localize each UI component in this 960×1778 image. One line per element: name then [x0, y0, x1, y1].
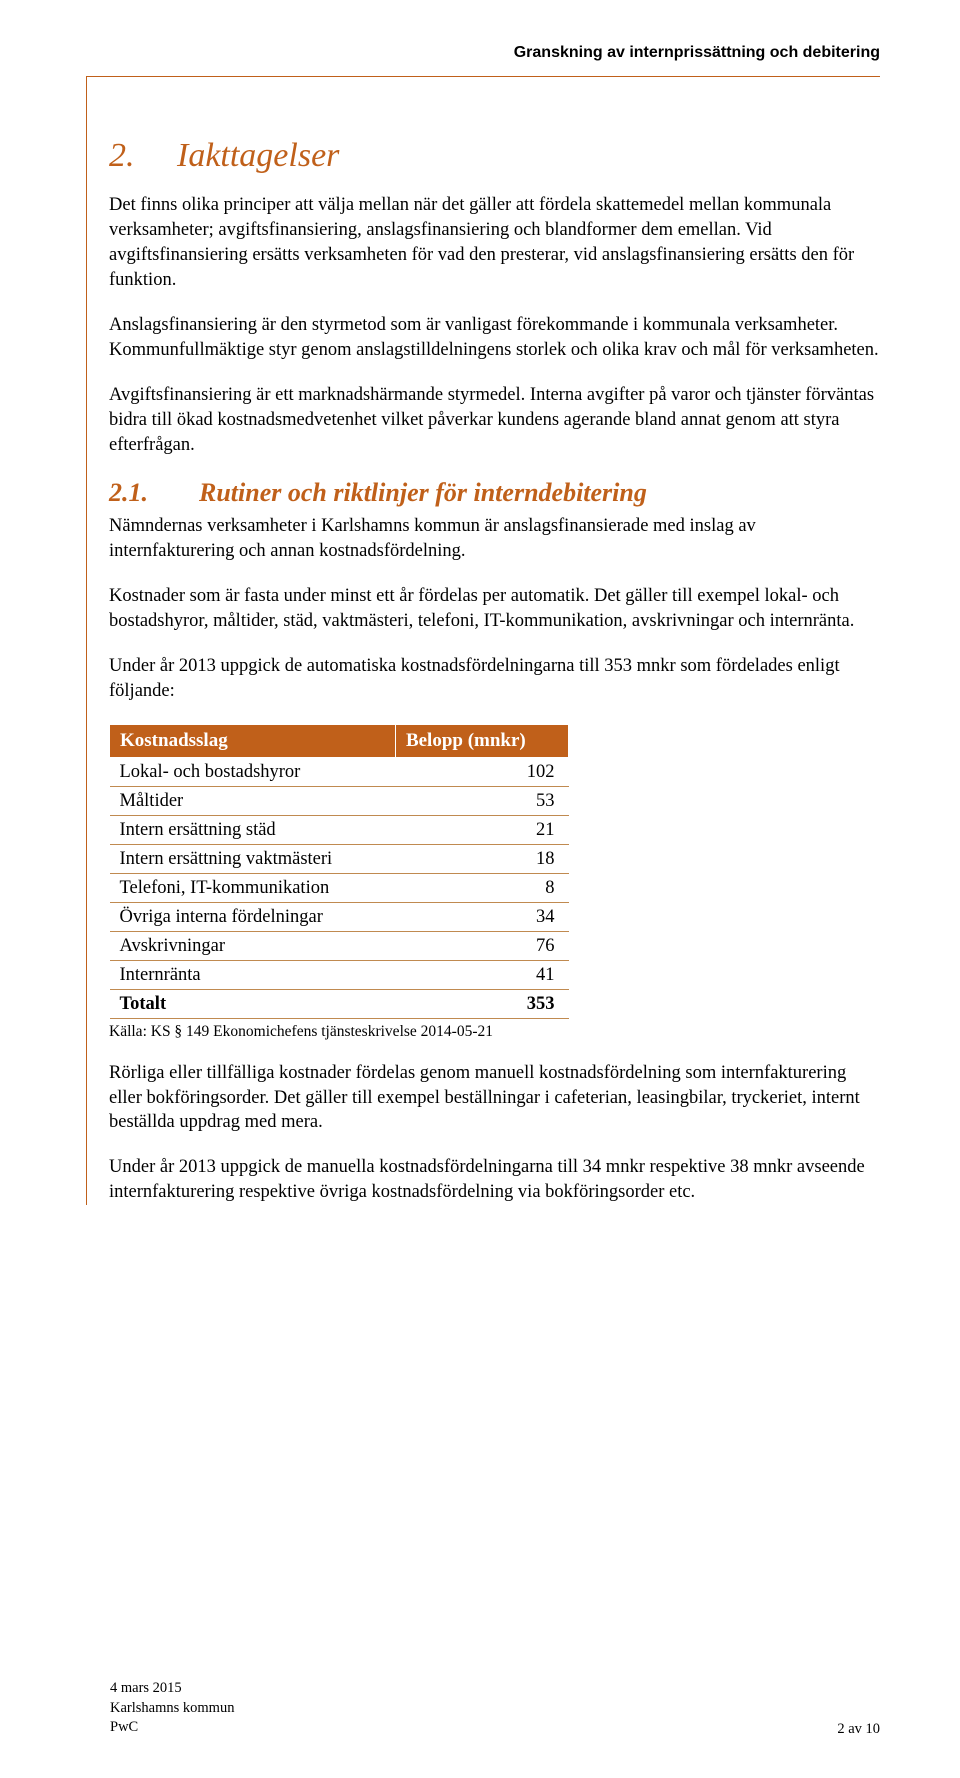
- section-heading: 2. Iakttagelser: [109, 137, 880, 175]
- table-header-cell: Belopp (mnkr): [395, 724, 568, 757]
- footer-left: 4 mars 2015 Karlshamns kommun PwC: [110, 1679, 234, 1738]
- page-footer: 4 mars 2015 Karlshamns kommun PwC 2 av 1…: [110, 1679, 880, 1738]
- body-paragraph: Under år 2013 uppgick de manuella kostna…: [109, 1155, 880, 1205]
- table-cell-value: 18: [395, 844, 568, 873]
- body-paragraph: Avgiftsfinansiering är ett marknadshärma…: [109, 383, 880, 458]
- table-row: Internränta41: [110, 960, 569, 989]
- table-cell-label: Avskrivningar: [110, 931, 396, 960]
- table-cell-value: 34: [395, 902, 568, 931]
- subsection-title: Rutiner och riktlinjer för interndebiter…: [199, 478, 647, 507]
- table-cell-value: 102: [395, 757, 568, 786]
- table-source: Källa: KS § 149 Ekonomichefens tjänstesk…: [109, 1023, 880, 1041]
- table-header-row: Kostnadsslag Belopp (mnkr): [110, 724, 569, 757]
- table-cell-label: Måltider: [110, 786, 396, 815]
- table-cell-label: Internränta: [110, 960, 396, 989]
- body-paragraph: Nämndernas verksamheter i Karlshamns kom…: [109, 514, 880, 564]
- table-cell-value: 41: [395, 960, 568, 989]
- footer-municipality: Karlshamns kommun: [110, 1699, 234, 1719]
- table-row: Måltider53: [110, 786, 569, 815]
- table-cell-label: Övriga interna fördelningar: [110, 902, 396, 931]
- body-paragraph: Under år 2013 uppgick de automatiska kos…: [109, 654, 880, 704]
- table-cell-label: Intern ersättning vaktmästeri: [110, 844, 396, 873]
- table-cell-label: Telefoni, IT-kommunikation: [110, 873, 396, 902]
- table-total-label: Totalt: [110, 989, 396, 1018]
- footer-page-number: 2 av 10: [837, 1721, 880, 1738]
- cost-table-wrap: Kostnadsslag Belopp (mnkr) Lokal- och bo…: [109, 724, 880, 1019]
- table-cell-value: 21: [395, 815, 568, 844]
- body-paragraph: Kostnader som är fasta under minst ett å…: [109, 584, 880, 634]
- footer-date: 4 mars 2015: [110, 1679, 234, 1699]
- table-header-cell: Kostnadsslag: [110, 724, 396, 757]
- section-title: Iakttagelser: [177, 137, 339, 174]
- table-row: Lokal- och bostadshyror102: [110, 757, 569, 786]
- table-row: Övriga interna fördelningar34: [110, 902, 569, 931]
- content-frame: 2. Iakttagelser Det finns olika principe…: [86, 76, 880, 1205]
- footer-firm: PwC: [110, 1718, 234, 1738]
- subsection-heading: 2.1.Rutiner och riktlinjer för interndeb…: [109, 478, 880, 508]
- table-total-value: 353: [395, 989, 568, 1018]
- table-cell-label: Lokal- och bostadshyror: [110, 757, 396, 786]
- cost-table: Kostnadsslag Belopp (mnkr) Lokal- och bo…: [109, 724, 569, 1019]
- body-paragraph: Rörliga eller tillfälliga kostnader förd…: [109, 1061, 880, 1136]
- table-cell-value: 53: [395, 786, 568, 815]
- table-row: Avskrivningar76: [110, 931, 569, 960]
- table-cell-value: 76: [395, 931, 568, 960]
- table-row: Telefoni, IT-kommunikation8: [110, 873, 569, 902]
- table-row: Intern ersättning städ21: [110, 815, 569, 844]
- body-paragraph: Anslagsfinansiering är den styrmetod som…: [109, 313, 880, 363]
- body-paragraph: Det finns olika principer att välja mell…: [109, 193, 880, 293]
- table-row: Intern ersättning vaktmästeri18: [110, 844, 569, 873]
- table-cell-value: 8: [395, 873, 568, 902]
- table-total-row: Totalt353: [110, 989, 569, 1018]
- section-number: 2.: [109, 137, 135, 174]
- document-page: Granskning av internprissättning och deb…: [0, 0, 960, 1778]
- table-cell-label: Intern ersättning städ: [110, 815, 396, 844]
- subsection-number: 2.1.: [109, 478, 199, 508]
- running-head: Granskning av internprissättning och deb…: [110, 44, 880, 62]
